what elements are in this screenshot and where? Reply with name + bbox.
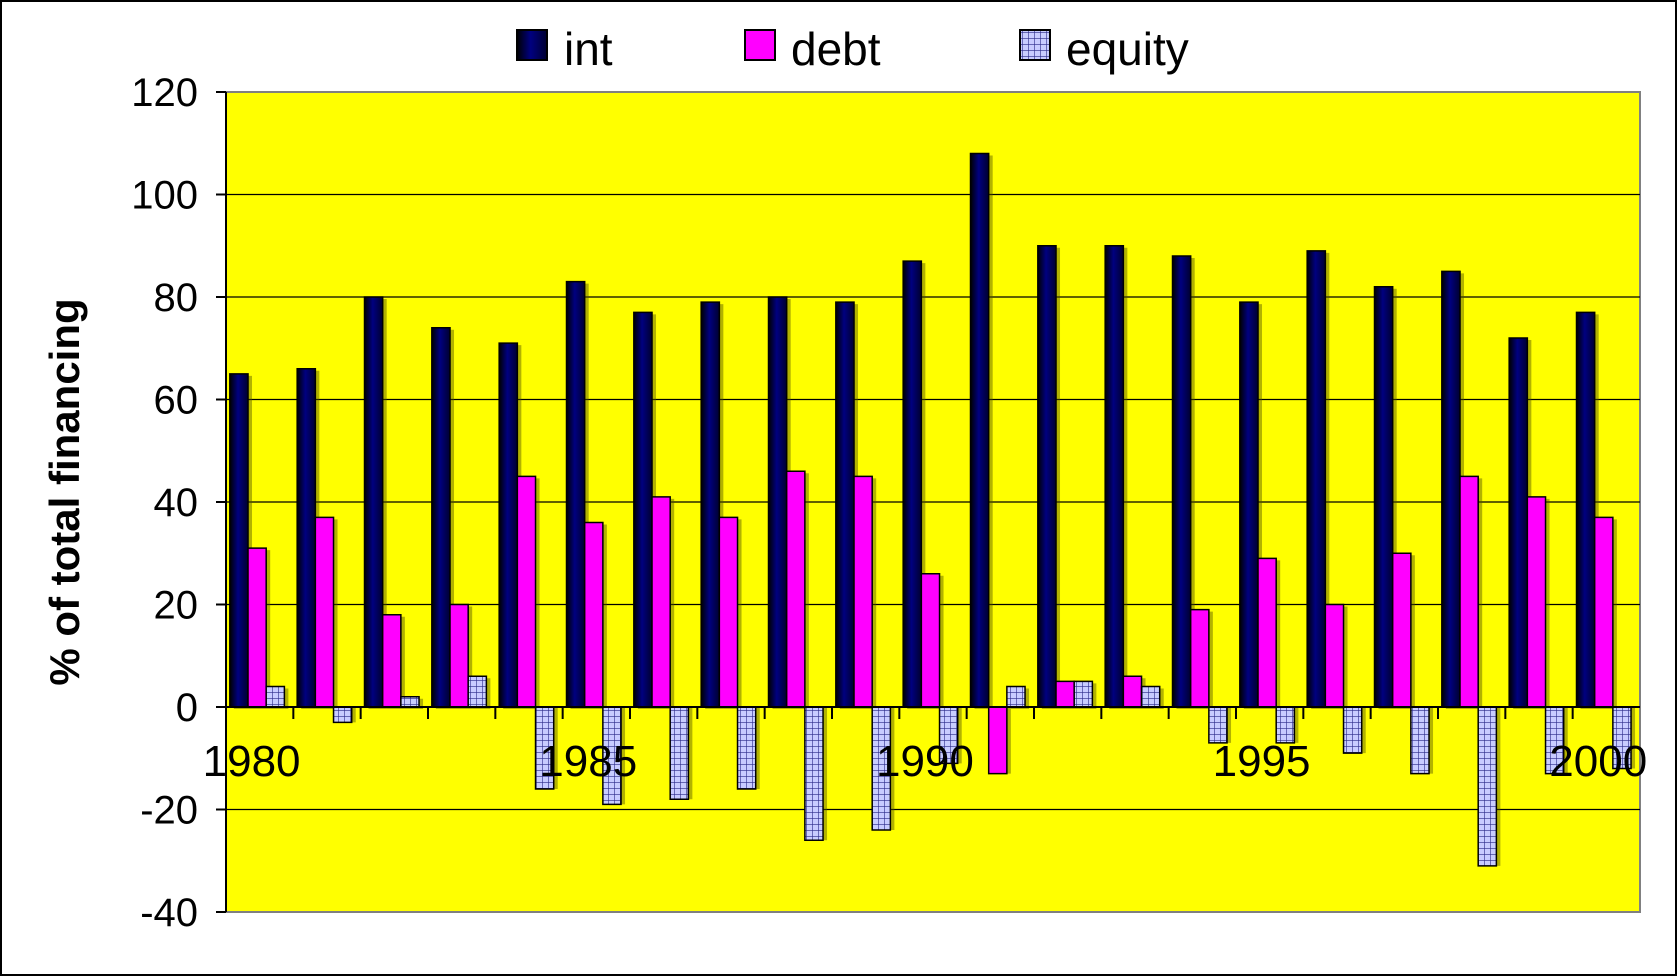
- bar-equity-1988: [804, 706, 824, 841]
- bar-int-1990: [902, 260, 923, 708]
- legend-swatch-debt: [744, 29, 776, 61]
- bar-equity-1986: [669, 706, 690, 800]
- bar-debt-1990: [920, 573, 941, 708]
- x-category-label: 1980: [203, 737, 301, 786]
- x-axis-labels: 1980 1985 1990 1995 2000: [203, 737, 1648, 786]
- legend-label-equity: equity: [1066, 23, 1189, 75]
- bar-int-1989: [835, 301, 855, 708]
- bar-debt-1993: [1122, 675, 1143, 708]
- x-category-label: 1995: [1213, 737, 1311, 786]
- bar-equity-1996: [1342, 706, 1363, 754]
- bar-int-1980: [229, 373, 249, 708]
- bar-equity-1980: [265, 685, 286, 708]
- legend-item-equity: equity: [1019, 23, 1189, 75]
- bar-int-1984: [498, 342, 519, 708]
- y-tick-label: -20: [140, 789, 198, 833]
- bar-int-1999: [1508, 337, 1529, 708]
- y-tick-label: 40: [154, 481, 199, 525]
- bar-int-1998: [1441, 270, 1461, 708]
- bar-equity-1983: [467, 675, 488, 708]
- bar-int-2000: [1575, 311, 1596, 708]
- bar-equity-1992: [1073, 680, 1094, 708]
- bar-debt-1982: [381, 614, 402, 708]
- bar-equity-1981: [332, 706, 353, 724]
- legend-label-int: int: [564, 23, 613, 75]
- bar-equity-1998: [1477, 706, 1498, 867]
- bar-equity-1997: [1410, 706, 1430, 775]
- bar-int-1982: [363, 296, 384, 708]
- y-axis-ticks: 120 100 80 60 40 20 0 -20 -40: [131, 71, 226, 935]
- bar-debt-1995: [1257, 557, 1277, 708]
- legend-swatch-equity: [1019, 29, 1051, 61]
- bar-debt-1980: [247, 547, 267, 708]
- legend-swatch-int: [516, 29, 548, 61]
- bar-int-1997: [1373, 286, 1394, 708]
- legend-item-int: int: [516, 23, 613, 75]
- bar-int-1985: [565, 280, 586, 708]
- bar-int-1983: [431, 327, 451, 708]
- bar-debt-1988: [785, 470, 806, 708]
- bar-debt-1987: [718, 516, 739, 708]
- bar-debt-1996: [1324, 603, 1345, 708]
- bar-int-1986: [633, 311, 653, 708]
- x-category-label: 2000: [1549, 737, 1647, 786]
- bar-int-1991: [969, 152, 990, 708]
- y-tick-label: 120: [131, 71, 198, 115]
- bar-debt-1997: [1391, 552, 1412, 708]
- bar-debt-1991: [987, 706, 1008, 775]
- y-axis-title: % of total financing: [41, 298, 88, 685]
- y-tick-label: 20: [154, 584, 199, 628]
- bar-debt-1999: [1526, 496, 1547, 708]
- y-tick-label: 60: [154, 379, 199, 423]
- bar-debt-1998: [1459, 475, 1479, 708]
- y-tick-label: 0: [176, 686, 198, 730]
- bar-int-1987: [700, 301, 721, 708]
- bar-debt-1983: [449, 603, 469, 708]
- y-tick-label: 100: [131, 174, 198, 218]
- bar-int-1981: [296, 368, 317, 708]
- bar-int-1988: [767, 296, 788, 708]
- bar-int-1992: [1037, 245, 1057, 708]
- bar-equity-1993: [1140, 685, 1161, 708]
- bar-debt-1981: [314, 516, 335, 708]
- bar-int-1994: [1171, 255, 1192, 708]
- x-category-label: 1990: [876, 737, 974, 786]
- bar-int-1996: [1306, 250, 1327, 708]
- bars: [229, 152, 1636, 867]
- bar-int-1995: [1239, 301, 1259, 708]
- legend-label-debt: debt: [791, 23, 881, 75]
- y-tick-label: -40: [140, 891, 198, 935]
- bar-int-1993: [1104, 245, 1125, 708]
- bar-debt-1992: [1055, 680, 1075, 708]
- bar-debt-1985: [583, 521, 604, 708]
- bar-debt-1994: [1189, 608, 1210, 708]
- bar-debt-1989: [853, 475, 873, 708]
- bar-equity-1987: [736, 706, 757, 790]
- bar-debt-1986: [651, 496, 671, 708]
- legend-item-debt: debt: [744, 23, 881, 75]
- bar-debt-1984: [516, 475, 537, 708]
- bar-equity-1991: [1006, 685, 1026, 708]
- legend: int debt equity: [516, 23, 1189, 75]
- y-tick-label: 80: [154, 276, 199, 320]
- bar-equity-1982: [400, 696, 420, 708]
- bar-debt-2000: [1593, 516, 1614, 708]
- x-category-label: 1985: [539, 737, 637, 786]
- x-axis-ticks: [292, 707, 1574, 719]
